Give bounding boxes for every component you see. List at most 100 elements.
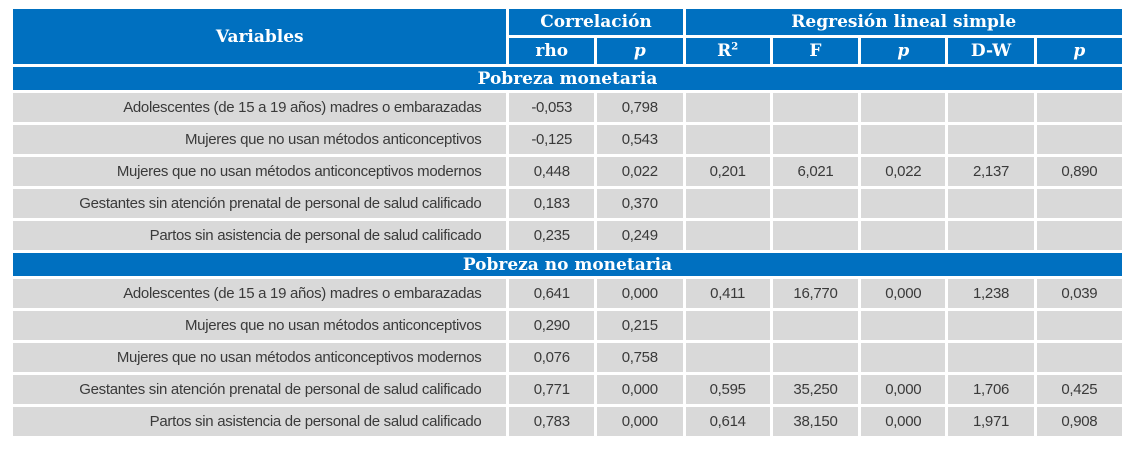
header-r2-base: R xyxy=(717,41,732,61)
cell-p: 0,000 xyxy=(597,407,683,436)
cell-p: 0,022 xyxy=(597,157,683,186)
row-label: Mujeres que no usan métodos anticoncepti… xyxy=(13,343,507,372)
header-rho: rho xyxy=(509,38,595,64)
section-title: Pobreza no monetaria xyxy=(13,253,1122,276)
cell-p: 0,000 xyxy=(597,375,683,404)
table-row: Gestantes sin atención prenatal de perso… xyxy=(13,189,1122,218)
results-table: Variables Correlación Regresión lineal s… xyxy=(10,6,1122,439)
cell-r2: 0,411 xyxy=(685,279,770,308)
cell-f: 16,770 xyxy=(772,279,859,308)
row-label: Partos sin asistencia de personal de sal… xyxy=(13,221,507,250)
table-row: Partos sin asistencia de personal de sal… xyxy=(13,221,1122,250)
cell-dw: 1,706 xyxy=(948,375,1034,404)
cell-p: 0,000 xyxy=(597,279,683,308)
table-row: Mujeres que no usan métodos anticoncepti… xyxy=(13,157,1122,186)
cell-r2: 0,595 xyxy=(685,375,770,404)
cell-f xyxy=(772,221,859,250)
cell-p: 0,215 xyxy=(597,311,683,340)
cell-f: 38,150 xyxy=(772,407,859,436)
cell-rho: 0,641 xyxy=(509,279,595,308)
table-row: Adolescentes (de 15 a 19 años) madres o … xyxy=(13,279,1122,308)
cell-p-dw: 0,425 xyxy=(1036,375,1122,404)
cell-dw xyxy=(948,125,1034,154)
section-row: Pobreza monetaria xyxy=(13,67,1122,90)
cell-dw xyxy=(948,93,1034,122)
header-variables: Variables xyxy=(13,9,507,64)
cell-r2 xyxy=(685,189,770,218)
row-label: Mujeres que no usan métodos anticoncepti… xyxy=(13,125,507,154)
header-f: F xyxy=(772,38,859,64)
cell-p: 0,249 xyxy=(597,221,683,250)
cell-p: 0,370 xyxy=(597,189,683,218)
header-p-regresion: p xyxy=(861,38,946,64)
cell-f xyxy=(772,125,859,154)
cell-f xyxy=(772,343,859,372)
table-row: Mujeres que no usan métodos anticoncepti… xyxy=(13,311,1122,340)
cell-r2 xyxy=(685,125,770,154)
row-label: Adolescentes (de 15 a 19 años) madres o … xyxy=(13,279,507,308)
cell-dw xyxy=(948,343,1034,372)
header-r2-superscript: 2 xyxy=(731,41,739,53)
cell-p: 0,758 xyxy=(597,343,683,372)
table-row: Mujeres que no usan métodos anticoncepti… xyxy=(13,343,1122,372)
cell-rho: 0,235 xyxy=(509,221,595,250)
header-p-correlacion: p xyxy=(597,38,683,64)
cell-dw: 2,137 xyxy=(948,157,1034,186)
cell-p-reg xyxy=(861,343,946,372)
row-label: Adolescentes (de 15 a 19 años) madres o … xyxy=(13,93,507,122)
cell-dw: 1,971 xyxy=(948,407,1034,436)
cell-dw xyxy=(948,311,1034,340)
cell-r2 xyxy=(685,93,770,122)
cell-p-reg: 0,022 xyxy=(861,157,946,186)
section-title: Pobreza monetaria xyxy=(13,67,1122,90)
cell-p-dw xyxy=(1036,125,1122,154)
cell-rho: 0,771 xyxy=(509,375,595,404)
header-regresion: Regresión lineal simple xyxy=(685,9,1122,35)
table-row: Gestantes sin atención prenatal de perso… xyxy=(13,375,1122,404)
cell-f: 35,250 xyxy=(772,375,859,404)
cell-p-reg xyxy=(861,221,946,250)
cell-f xyxy=(772,189,859,218)
cell-rho: -0,053 xyxy=(509,93,595,122)
cell-p-reg: 0,000 xyxy=(861,279,946,308)
cell-dw: 1,238 xyxy=(948,279,1034,308)
section-row: Pobreza no monetaria xyxy=(13,253,1122,276)
table-row: Adolescentes (de 15 a 19 años) madres o … xyxy=(13,93,1122,122)
cell-p-dw: 0,890 xyxy=(1036,157,1122,186)
cell-rho: -0,125 xyxy=(509,125,595,154)
cell-r2: 0,201 xyxy=(685,157,770,186)
table-body: Pobreza monetaria Adolescentes (de 15 a 1… xyxy=(13,67,1122,436)
table-row: Mujeres que no usan métodos anticoncepti… xyxy=(13,125,1122,154)
cell-p-reg xyxy=(861,125,946,154)
cell-p-dw xyxy=(1036,221,1122,250)
cell-rho: 0,183 xyxy=(509,189,595,218)
cell-r2: 0,614 xyxy=(685,407,770,436)
table-row: Partos sin asistencia de personal de sal… xyxy=(13,407,1122,436)
cell-rho: 0,290 xyxy=(509,311,595,340)
cell-r2 xyxy=(685,343,770,372)
cell-p-reg xyxy=(861,189,946,218)
cell-p-reg: 0,000 xyxy=(861,375,946,404)
cell-r2 xyxy=(685,221,770,250)
cell-p-reg xyxy=(861,93,946,122)
cell-dw xyxy=(948,189,1034,218)
cell-r2 xyxy=(685,311,770,340)
row-label: Partos sin asistencia de personal de sal… xyxy=(13,407,507,436)
header-dw: D-W xyxy=(948,38,1034,64)
cell-p-dw: 0,039 xyxy=(1036,279,1122,308)
cell-p-dw xyxy=(1036,93,1122,122)
cell-p-dw xyxy=(1036,343,1122,372)
cell-rho: 0,076 xyxy=(509,343,595,372)
row-label: Gestantes sin atención prenatal de perso… xyxy=(13,189,507,218)
row-label: Gestantes sin atención prenatal de perso… xyxy=(13,375,507,404)
cell-p: 0,798 xyxy=(597,93,683,122)
cell-f xyxy=(772,93,859,122)
row-label: Mujeres que no usan métodos anticoncepti… xyxy=(13,311,507,340)
cell-p-dw xyxy=(1036,189,1122,218)
cell-p-dw: 0,908 xyxy=(1036,407,1122,436)
header-r2: R2 xyxy=(685,38,770,64)
cell-rho: 0,448 xyxy=(509,157,595,186)
cell-f xyxy=(772,311,859,340)
cell-rho: 0,783 xyxy=(509,407,595,436)
cell-p-reg xyxy=(861,311,946,340)
